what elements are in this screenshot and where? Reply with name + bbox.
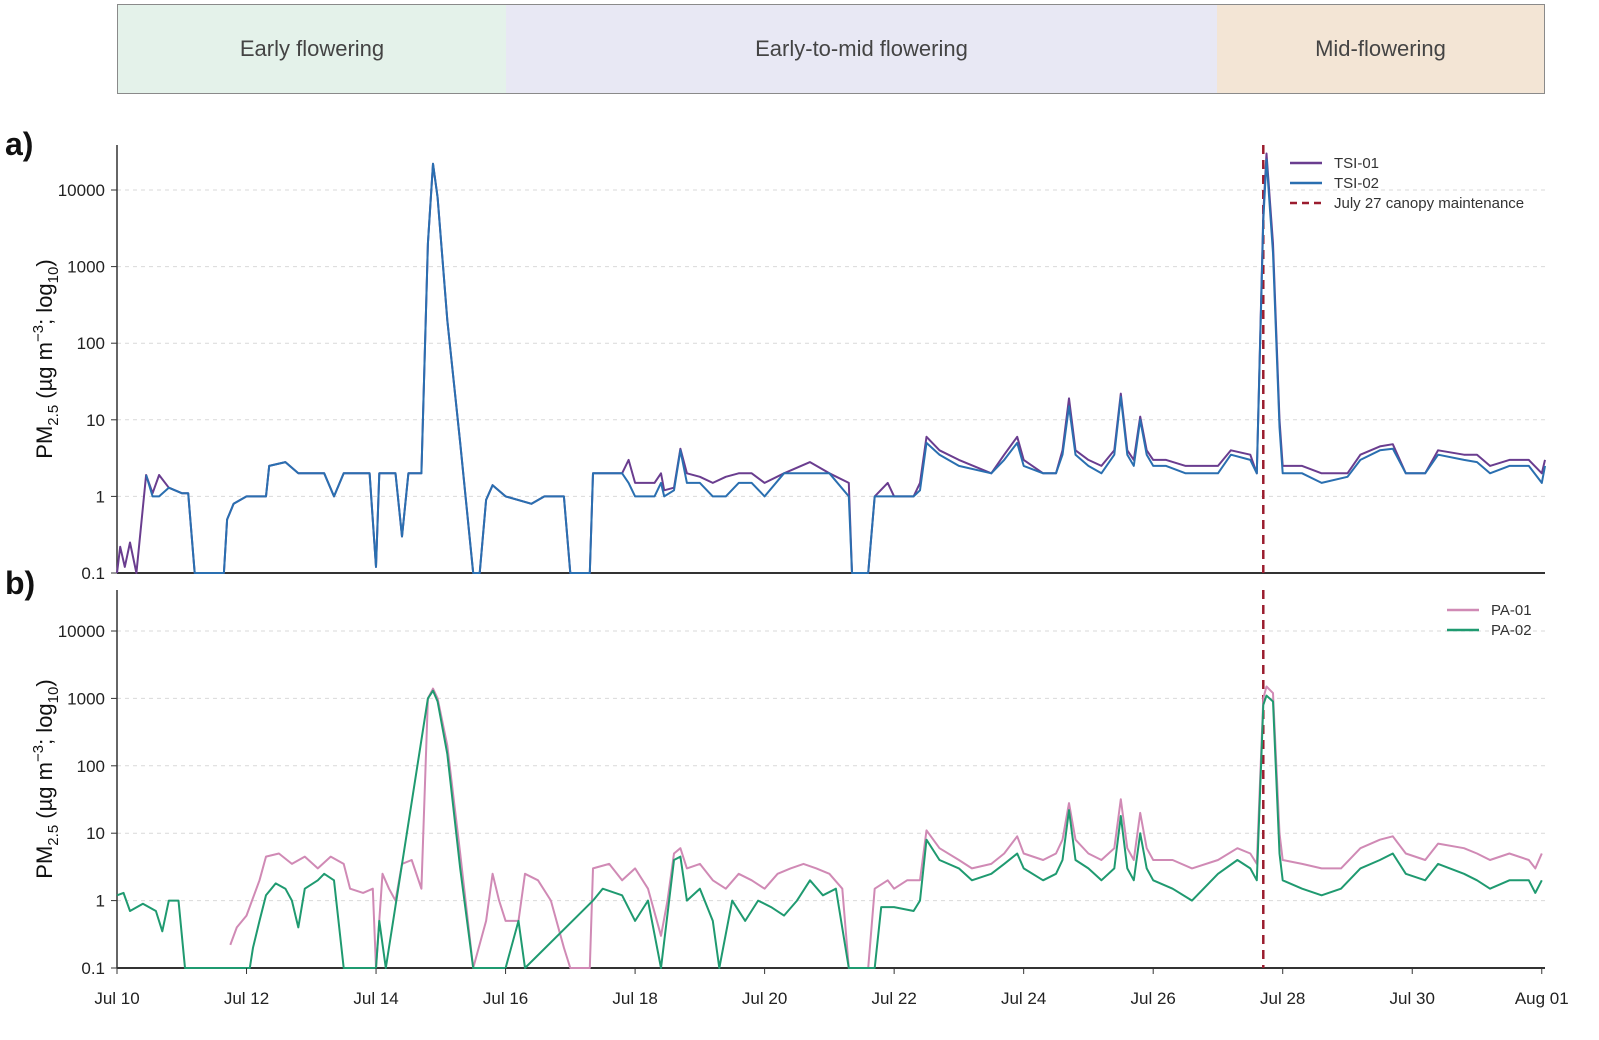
series-line-tsi-02 [145, 158, 1546, 574]
panel-a-letter: a) [5, 126, 34, 162]
y-axis-label-part: 2.5 [45, 405, 62, 426]
phase-label: Mid-flowering [1315, 36, 1446, 61]
y-axis-label: PM2.5 (µg m−3; log10) [30, 679, 62, 878]
x-tick-label: Jul 28 [1260, 989, 1305, 1008]
x-tick-label: Jul 20 [742, 989, 787, 1008]
legend-label: PA-01 [1491, 602, 1532, 619]
y-tick-label: 1000 [67, 689, 105, 708]
y-tick-label: 10000 [58, 181, 105, 200]
y-axis-label-part: 2.5 [45, 825, 62, 846]
legend-label: TSI-01 [1334, 155, 1379, 172]
y-axis-label: PM2.5 (µg m−3; log10) [30, 259, 62, 458]
y-axis-label-part: −3 [30, 745, 47, 762]
y-axis-label-part: ) [32, 259, 57, 266]
y-tick-label: 10 [86, 411, 105, 430]
phase-mid-flowering: Mid-flowering [1217, 5, 1544, 93]
y-tick-label: 1 [96, 487, 105, 506]
y-axis-label-part: (µg m [32, 762, 57, 825]
panel-b-letter: b) [5, 565, 36, 601]
series-line-pa-02 [116, 689, 1543, 969]
series-line-pa-01 [229, 685, 1543, 969]
flowering-phase-bar: Early flowering Early-to-mid flowering M… [117, 4, 1545, 94]
y-axis-label-part: 10 [45, 267, 62, 284]
y-tick-label: 1000 [67, 258, 105, 277]
y-axis-label-part: ) [32, 679, 57, 686]
series-line-tsi-01 [116, 152, 1546, 574]
y-axis-label-part: (µg m [32, 342, 57, 405]
legend-label: TSI-02 [1334, 175, 1379, 192]
phase-label: Early-to-mid flowering [755, 36, 968, 61]
x-tick-label: Jul 14 [353, 989, 398, 1008]
x-tick-label: Jul 16 [483, 989, 528, 1008]
y-axis-label-part: PM [32, 426, 57, 459]
x-tick-label: Jul 12 [224, 989, 269, 1008]
y-axis-label-part: ; log [32, 703, 57, 745]
x-tick-label: Jul 24 [1001, 989, 1046, 1008]
y-axis-label-part: −3 [30, 325, 47, 342]
y-tick-label: 100 [77, 757, 105, 776]
y-tick-label: 0.1 [81, 959, 105, 978]
x-tick-label: Jul 30 [1390, 989, 1435, 1008]
y-tick-label: 100 [77, 334, 105, 353]
x-tick-label: Jul 18 [612, 989, 657, 1008]
y-axis-label-part: PM [32, 846, 57, 879]
phase-label: Early flowering [239, 36, 385, 61]
y-tick-label: 1 [96, 892, 105, 911]
legend-label: July 27 canopy maintenance [1334, 195, 1524, 212]
y-tick-label: 0.1 [81, 564, 105, 583]
x-tick-label: Jul 22 [871, 989, 916, 1008]
x-tick-label: Jul 26 [1131, 989, 1176, 1008]
y-axis-label-part: 10 [45, 687, 62, 704]
legend-label: PA-02 [1491, 622, 1532, 639]
x-tick-label: Aug 01 [1515, 989, 1569, 1008]
phase-early-flowering: Early flowering [118, 5, 506, 93]
x-tick-label: Jul 10 [94, 989, 139, 1008]
y-axis-label-part: ; log [32, 283, 57, 325]
y-tick-label: 10 [86, 824, 105, 843]
y-tick-label: 10000 [58, 622, 105, 641]
phase-early-to-mid-flowering: Early-to-mid flowering [506, 5, 1217, 93]
